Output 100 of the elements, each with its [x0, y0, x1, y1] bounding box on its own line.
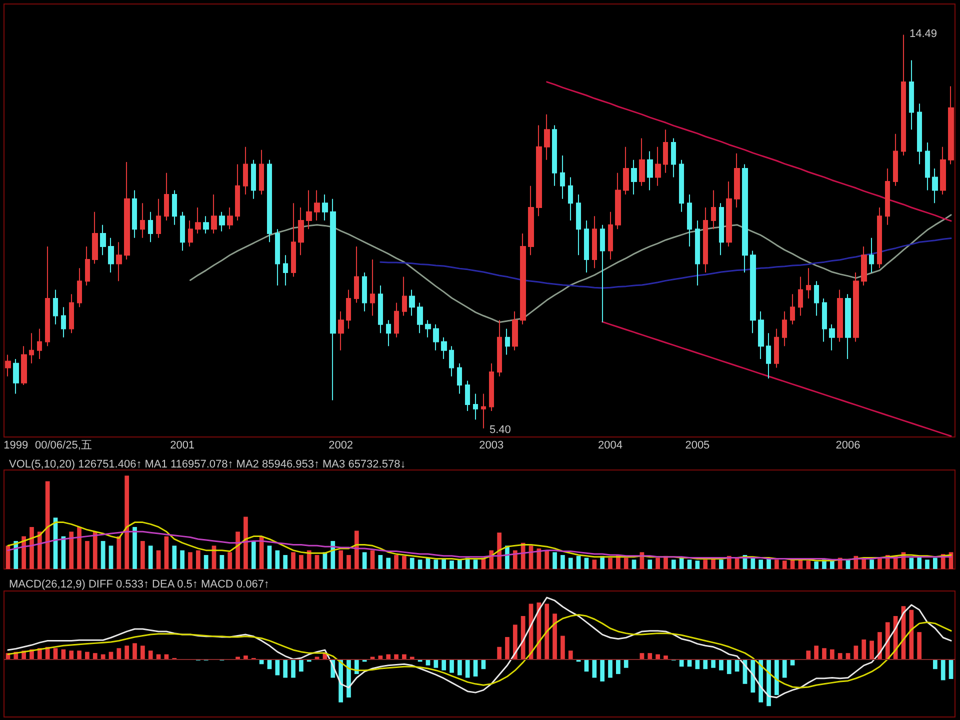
bar — [512, 624, 518, 660]
candlestick — [148, 211, 153, 243]
candlestick — [195, 207, 201, 234]
candlestick — [631, 159, 637, 196]
candlestick — [481, 393, 486, 429]
bar — [378, 554, 383, 569]
bar — [648, 653, 652, 660]
candlestick — [37, 328, 42, 360]
bar — [830, 649, 834, 660]
candlestick — [85, 246, 90, 286]
candlestick — [623, 146, 629, 196]
candlestick — [940, 146, 946, 196]
bar — [220, 554, 224, 569]
candlestick — [742, 164, 748, 273]
bar — [394, 554, 398, 569]
bar — [750, 558, 756, 569]
bar — [132, 643, 137, 660]
x-tick-label: 2005 — [685, 440, 710, 452]
bar — [656, 558, 660, 569]
bar — [275, 550, 280, 569]
candlestick — [497, 320, 502, 377]
candlestick — [893, 133, 898, 186]
bar — [608, 558, 612, 569]
candlestick — [417, 302, 423, 334]
candlestick — [449, 346, 454, 377]
bar — [410, 558, 414, 569]
bar — [148, 650, 153, 660]
candlestick — [901, 34, 906, 156]
bar — [291, 552, 296, 569]
bar — [830, 560, 834, 569]
bar — [108, 546, 114, 569]
bar — [814, 646, 818, 660]
bar — [251, 540, 256, 569]
candlestick — [837, 289, 843, 342]
bar — [925, 560, 930, 569]
candlestick — [639, 138, 645, 186]
candlestick — [520, 232, 526, 325]
bar — [854, 646, 858, 660]
bar — [552, 552, 557, 569]
bar — [116, 648, 122, 660]
candlestick — [5, 354, 11, 377]
bar — [544, 604, 550, 660]
chart-title: MACD(26,12,9) DIFF 0.533↑ DEA 0.5↑ MACD 0.067↑ — [9, 578, 270, 590]
candlestick — [885, 168, 890, 226]
candlestick — [211, 194, 217, 234]
bar — [267, 546, 272, 569]
bar — [53, 648, 58, 660]
bar — [338, 550, 343, 569]
bar — [520, 616, 526, 660]
bar — [132, 526, 137, 569]
candlestick — [544, 114, 550, 160]
candlestick — [711, 190, 716, 230]
bar — [140, 540, 145, 569]
bar — [592, 659, 597, 678]
bar — [402, 556, 406, 569]
candlestick — [663, 129, 668, 174]
bar — [236, 532, 240, 569]
candlestick — [188, 220, 193, 247]
annotation: 14.49 — [909, 28, 938, 40]
candlestick — [100, 224, 106, 256]
candlestick — [180, 211, 185, 252]
candlestick — [592, 216, 597, 269]
bar — [45, 481, 50, 569]
bar — [172, 546, 177, 569]
candlestick — [671, 138, 676, 178]
candlestick — [814, 280, 819, 316]
candlestick — [798, 276, 803, 316]
bar — [774, 560, 779, 569]
candlestick — [402, 276, 407, 316]
candlestick — [687, 194, 692, 247]
bar — [85, 540, 90, 569]
candlestick — [77, 268, 82, 308]
x-tick-label: 2002 — [328, 440, 354, 452]
candlestick — [362, 272, 367, 312]
bar — [933, 659, 938, 670]
candlestick — [172, 190, 177, 226]
candlestick — [378, 284, 383, 334]
candlestick — [53, 289, 58, 325]
candlestick — [584, 220, 589, 273]
bar — [22, 536, 26, 569]
candlestick — [877, 207, 882, 269]
bar — [458, 560, 462, 569]
candlestick — [140, 202, 145, 238]
bar — [283, 554, 288, 569]
bar — [679, 558, 684, 569]
candlestick — [291, 202, 296, 278]
candlestick — [251, 159, 256, 200]
bar — [576, 556, 581, 569]
candlestick — [925, 142, 930, 191]
candlestick — [726, 181, 732, 247]
bar — [933, 558, 938, 569]
bar — [37, 532, 42, 569]
x-tick-label: 2003 — [479, 440, 504, 452]
bar — [299, 554, 304, 569]
bar — [346, 554, 351, 569]
bar — [719, 560, 724, 569]
candlestick — [108, 237, 114, 273]
bar — [878, 558, 882, 569]
candlestick — [790, 294, 795, 325]
candlestick — [568, 176, 573, 221]
